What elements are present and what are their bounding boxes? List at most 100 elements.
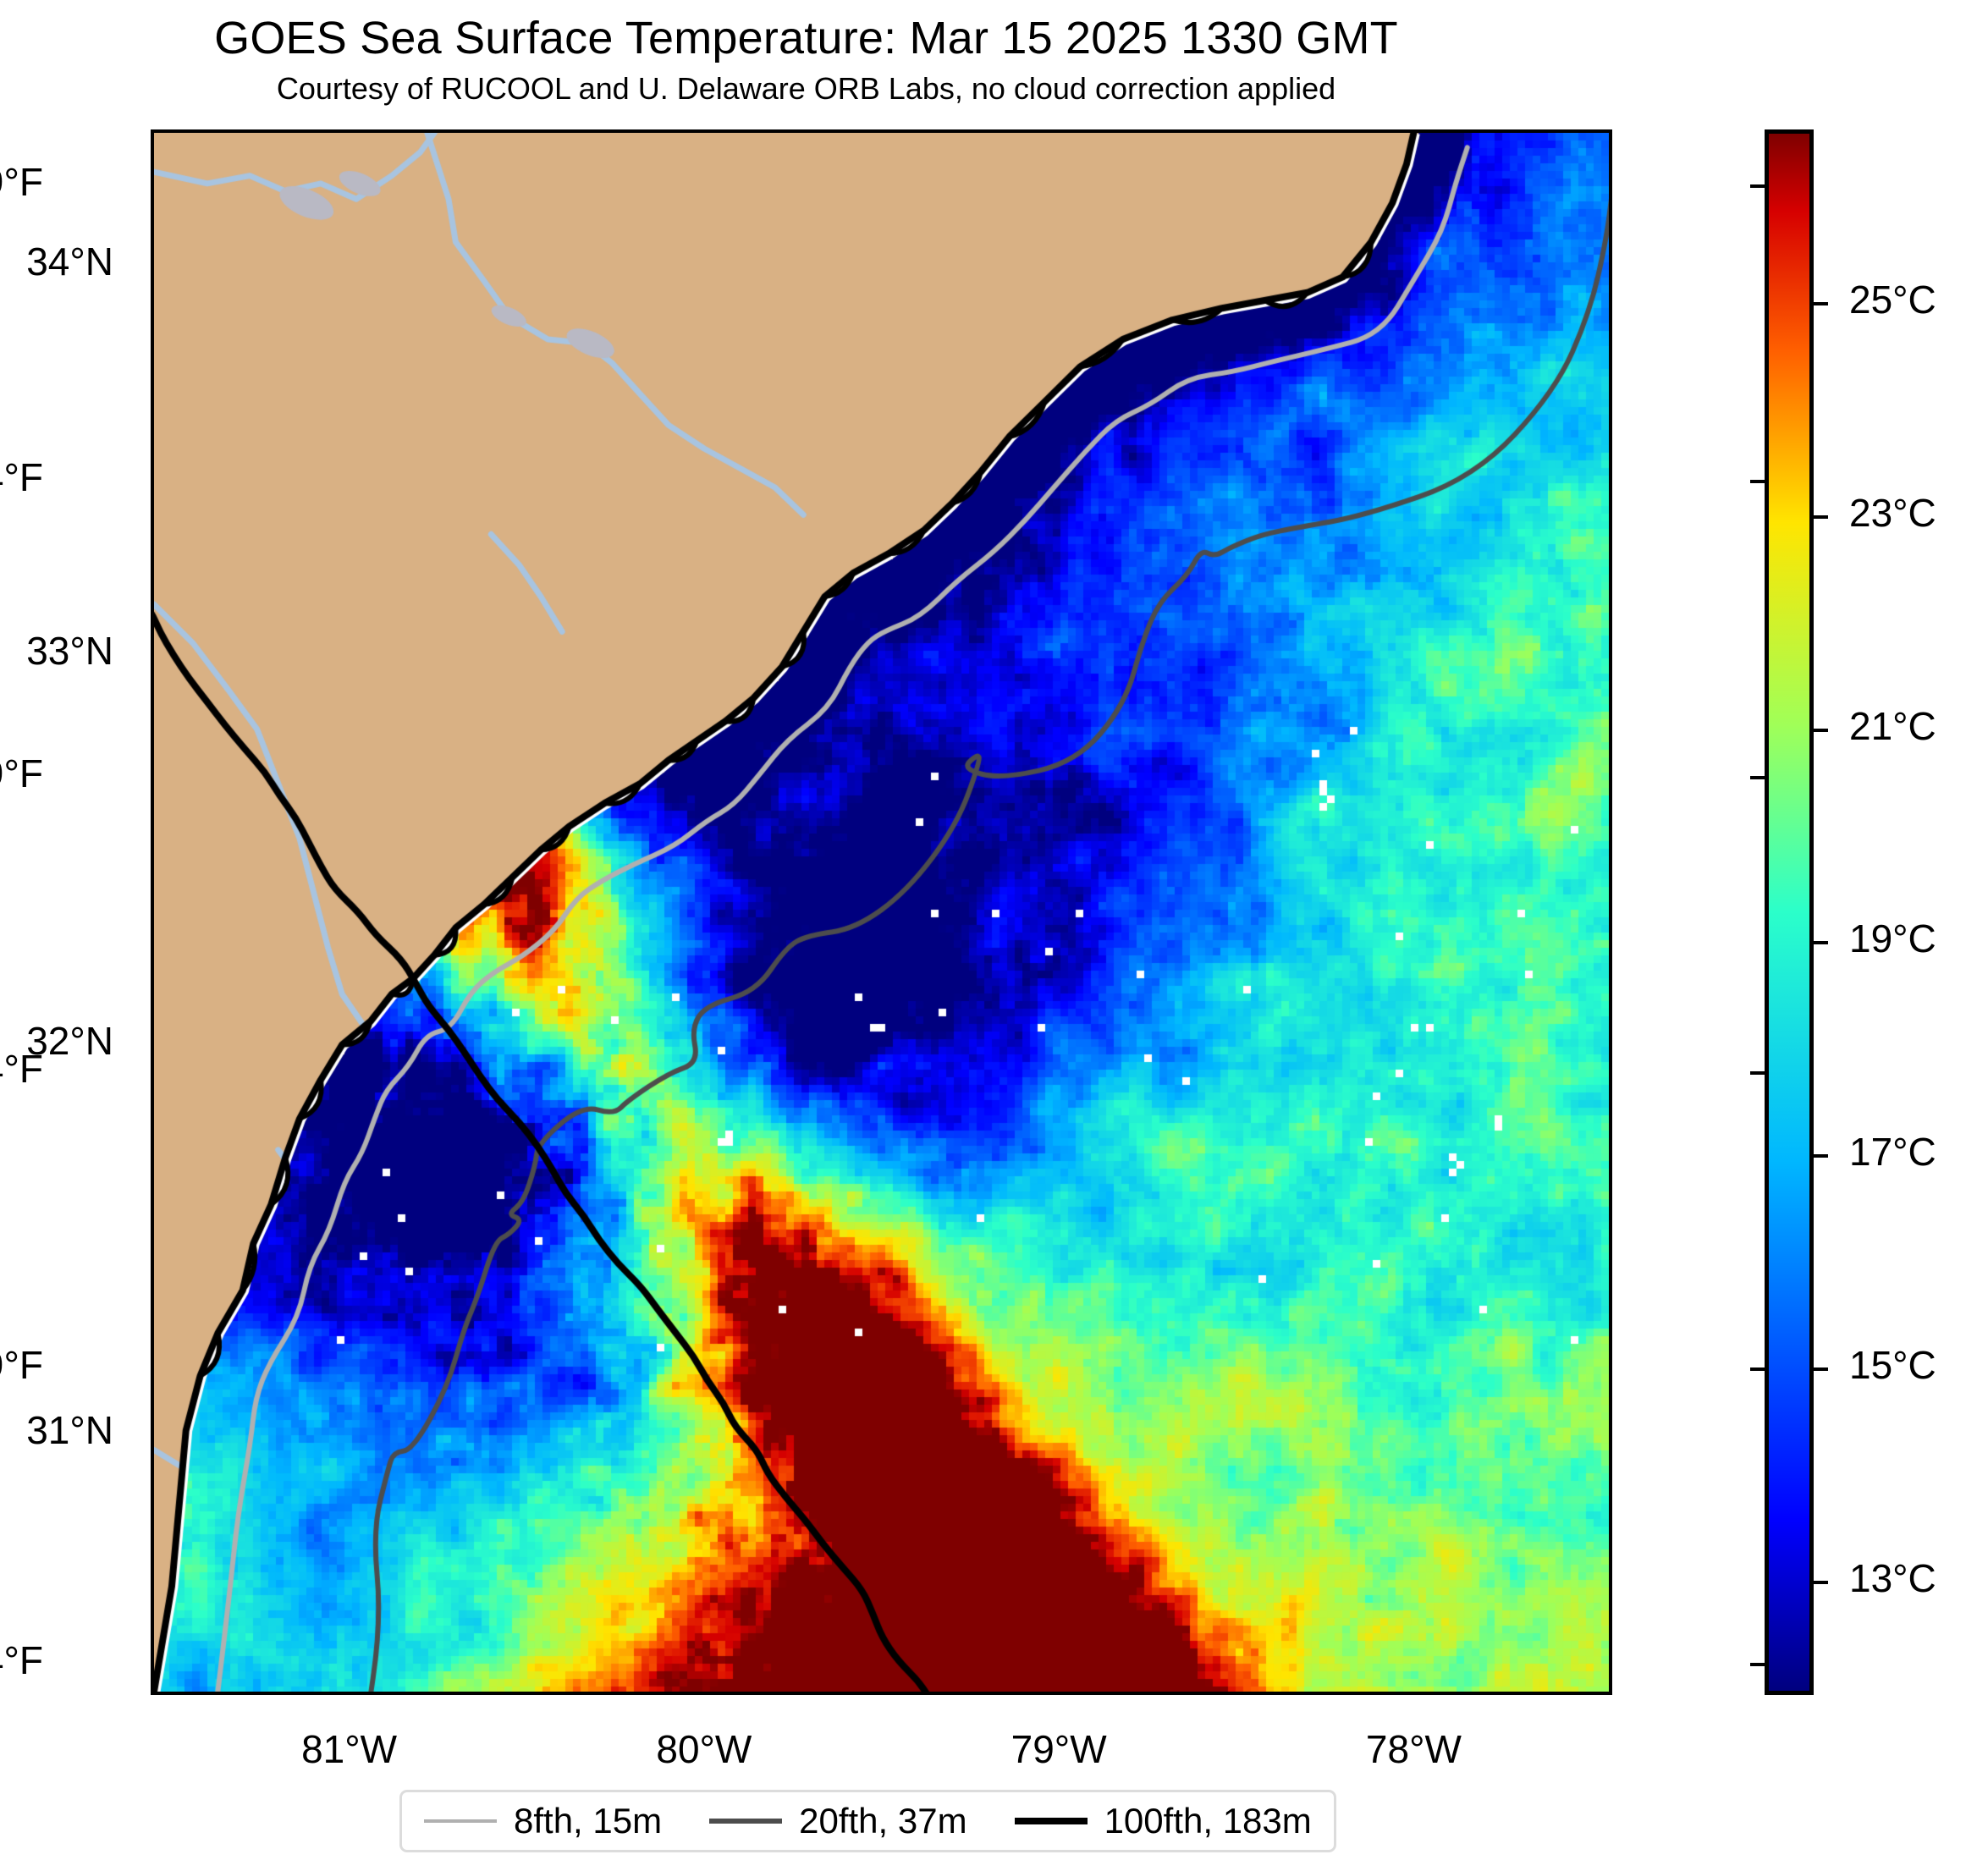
colorbar-tick-f [1750, 1367, 1769, 1371]
colorbar-label-f-69: 69°F [0, 751, 43, 795]
colorbar-tick-f [1750, 775, 1769, 779]
lon-tick [152, 129, 157, 133]
colorbar-gradient [1769, 134, 1809, 1691]
lon-tick [1039, 1692, 1044, 1695]
lon-label-81: 81°W [301, 1727, 398, 1771]
lon-label-80: 80°W [656, 1727, 752, 1771]
colorbar-label-c-17: 17°C [1849, 1130, 1936, 1175]
lon-label-79: 79°W [1011, 1727, 1107, 1771]
colorbar-label-c-23: 23°C [1849, 491, 1936, 536]
lat-tick [151, 618, 154, 622]
legend-item-0: 8fth, 15m [424, 1801, 662, 1841]
lon-tick [329, 129, 333, 133]
colorbar-tick-c [1809, 1580, 1828, 1584]
lon-tick [773, 1692, 777, 1695]
figure-subtitle: Courtesy of RUCOOL and U. Delaware ORB L… [276, 71, 1336, 106]
lat-label-34: 34°N [26, 239, 113, 283]
lat-tick [151, 1397, 154, 1401]
lat-tick [1609, 1202, 1612, 1207]
lat-tick [1609, 715, 1612, 719]
lon-tick [1216, 129, 1220, 133]
lon-tick [862, 129, 866, 133]
lon-tick [684, 129, 688, 133]
legend-line-icon [709, 1819, 783, 1824]
legend-line-icon [1014, 1818, 1088, 1824]
lon-tick [596, 1692, 600, 1695]
legend-item-1: 20fth, 37m [709, 1801, 967, 1841]
lon-tick [329, 1692, 333, 1695]
colorbar-label-f-74: 74°F [0, 455, 43, 500]
lon-tick [1483, 1692, 1487, 1695]
colorbar-tick-c [1809, 515, 1828, 520]
lon-tick [596, 129, 600, 133]
colorbar-tick-f [1750, 480, 1769, 484]
legend-label: 100fth, 183m [1104, 1801, 1312, 1841]
lon-tick [950, 129, 955, 133]
colorbar-label-f-79: 79°F [0, 159, 43, 204]
lat-tick [1609, 812, 1612, 817]
colorbar-label-c-19: 19°C [1849, 916, 1936, 961]
lat-label-31: 31°N [26, 1408, 113, 1453]
colorbar[interactable] [1750, 129, 1828, 1695]
lat-tick [151, 1105, 154, 1109]
lat-tick [151, 228, 154, 233]
colorbar-tick-c [1809, 302, 1828, 306]
lon-tick [684, 1692, 688, 1695]
lat-tick [151, 131, 154, 135]
lat-tick [151, 1202, 154, 1207]
lat-tick [1609, 1690, 1612, 1694]
colorbar-label-c-15: 15°C [1849, 1342, 1936, 1387]
colorbar-label-f-54: 54°F [0, 1638, 43, 1683]
lon-tick [418, 1692, 422, 1695]
lon-tick [240, 1692, 245, 1695]
lat-tick [1609, 520, 1612, 525]
lon-tick [507, 129, 511, 133]
lat-tick [151, 326, 154, 330]
lon-tick [507, 1692, 511, 1695]
colorbar-tick-f [1750, 1663, 1769, 1667]
lon-tick [1305, 1692, 1309, 1695]
lat-tick [151, 423, 154, 427]
colorbar-label-c-13: 13°C [1849, 1555, 1936, 1600]
lon-tick [1127, 1692, 1132, 1695]
colorbar-label-f-64: 64°F [0, 1047, 43, 1092]
lon-tick [1039, 129, 1044, 133]
bathymetry-legend: 8fth, 15m 20fth, 37m 100fth, 183m [399, 1790, 1336, 1852]
figure-title: GOES Sea Surface Temperature: Mar 15 202… [214, 13, 1398, 63]
lat-tick [151, 520, 154, 525]
map-plot-area[interactable] [151, 129, 1612, 1695]
lon-label-78: 78°W [1365, 1727, 1462, 1771]
lon-tick [1483, 129, 1487, 133]
colorbar-label-c-25: 25°C [1849, 278, 1936, 322]
lat-tick [1609, 423, 1612, 427]
lat-label-32: 32°N [26, 1018, 113, 1063]
colorbar-tick-c [1809, 1367, 1828, 1371]
lon-tick [1394, 1692, 1398, 1695]
lat-tick [1609, 1494, 1612, 1499]
lon-tick [773, 129, 777, 133]
colorbar-tick-f [1750, 184, 1769, 188]
lon-tick [1216, 1692, 1220, 1695]
lat-tick [151, 1494, 154, 1499]
lat-tick [151, 1690, 154, 1694]
lat-tick [1609, 1397, 1612, 1401]
lon-tick [1394, 129, 1398, 133]
lat-tick [1609, 1300, 1612, 1304]
colorbar-label-f-59: 59°F [0, 1342, 43, 1387]
lat-tick [1609, 228, 1612, 233]
lat-tick [1609, 326, 1612, 330]
lon-tick [1127, 129, 1132, 133]
lat-tick [1609, 618, 1612, 622]
lon-tick [862, 1692, 866, 1695]
lat-tick [1609, 131, 1612, 135]
colorbar-tick-f [1750, 1071, 1769, 1076]
lat-tick [151, 1592, 154, 1596]
lon-tick [950, 1692, 955, 1695]
lat-tick [1609, 911, 1612, 915]
legend-line-icon [424, 1819, 497, 1823]
lat-tick [151, 1300, 154, 1304]
lon-tick [152, 1692, 157, 1695]
lon-tick [240, 129, 245, 133]
lat-tick [1609, 1105, 1612, 1109]
